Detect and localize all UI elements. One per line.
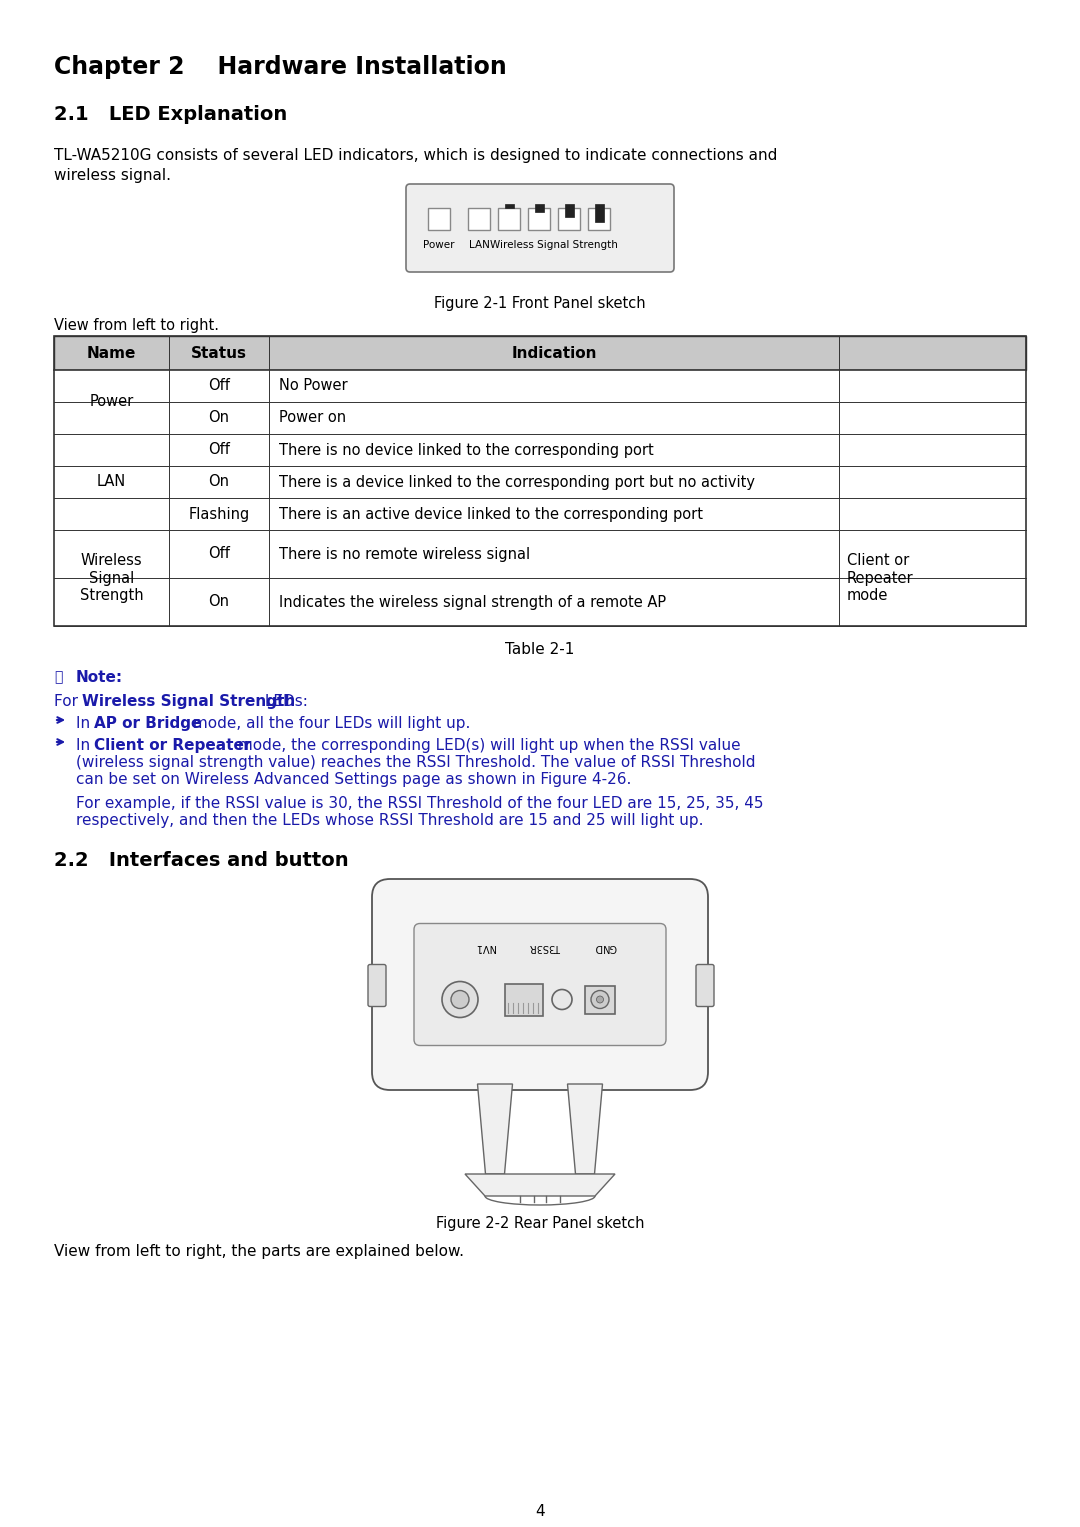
Bar — [588, 208, 610, 231]
Bar — [54, 402, 1026, 434]
Text: In: In — [76, 738, 95, 753]
Text: Wireless Signal Strength: Wireless Signal Strength — [490, 240, 618, 250]
FancyBboxPatch shape — [368, 965, 386, 1006]
Polygon shape — [567, 1084, 603, 1174]
Text: On: On — [208, 475, 229, 490]
Circle shape — [596, 996, 604, 1003]
Text: There is a device linked to the corresponding port but no activity: There is a device linked to the correspo… — [279, 475, 755, 490]
Text: Power: Power — [90, 394, 134, 409]
Bar — [54, 466, 1026, 498]
Text: Chapter 2    Hardware Installation: Chapter 2 Hardware Installation — [54, 55, 507, 79]
Bar — [54, 530, 1026, 579]
Bar — [528, 208, 550, 231]
Bar — [595, 205, 604, 221]
Text: For: For — [54, 693, 83, 709]
Text: Status: Status — [191, 345, 247, 360]
Bar — [54, 336, 1026, 370]
Text: Wireless
Signal
Strength: Wireless Signal Strength — [80, 553, 144, 603]
Text: Figure 2-1 Front Panel sketch: Figure 2-1 Front Panel sketch — [434, 296, 646, 312]
Text: AP or Bridge: AP or Bridge — [94, 716, 201, 731]
Bar — [535, 205, 544, 212]
Bar — [54, 434, 1026, 466]
Bar — [54, 336, 1026, 626]
Text: LAN: LAN — [469, 240, 489, 250]
Text: T3S3R: T3S3R — [529, 942, 561, 953]
Bar — [468, 208, 490, 231]
Polygon shape — [477, 1084, 513, 1174]
Text: Flashing: Flashing — [188, 507, 249, 522]
Text: GND: GND — [594, 942, 617, 953]
Circle shape — [591, 991, 609, 1008]
Text: mode, all the four LEDs will light up.: mode, all the four LEDs will light up. — [188, 716, 471, 731]
Bar — [585, 985, 615, 1014]
Bar — [565, 205, 573, 217]
Text: Note:: Note: — [76, 670, 123, 686]
Text: 2.2   Interfaces and button: 2.2 Interfaces and button — [54, 851, 349, 870]
Text: Power on: Power on — [279, 411, 346, 426]
FancyBboxPatch shape — [372, 880, 708, 1090]
Text: For example, if the RSSI value is 30, the RSSI Threshold of the four LED are 15,: For example, if the RSSI value is 30, th… — [76, 796, 764, 811]
Bar — [498, 208, 519, 231]
Text: can be set on Wireless Advanced Settings page as shown in Figure 4-26.: can be set on Wireless Advanced Settings… — [76, 773, 632, 786]
Bar — [54, 498, 1026, 530]
Text: There is no device linked to the corresponding port: There is no device linked to the corresp… — [279, 443, 653, 458]
Text: wireless signal.: wireless signal. — [54, 168, 171, 183]
Text: On: On — [208, 594, 229, 609]
Bar — [54, 579, 1026, 626]
Text: respectively, and then the LEDs whose RSSI Threshold are 15 and 25 will light up: respectively, and then the LEDs whose RS… — [76, 812, 703, 828]
Circle shape — [451, 991, 469, 1008]
Text: Table 2-1: Table 2-1 — [505, 641, 575, 657]
FancyBboxPatch shape — [696, 965, 714, 1006]
Text: Indicates the wireless signal strength of a remote AP: Indicates the wireless signal strength o… — [279, 594, 666, 609]
FancyBboxPatch shape — [414, 924, 666, 1046]
Text: Client or Repeater: Client or Repeater — [94, 738, 252, 753]
Text: 📞: 📞 — [54, 670, 63, 684]
Bar — [505, 205, 514, 208]
Bar — [54, 370, 1026, 402]
Polygon shape — [465, 1174, 615, 1196]
Text: 2.1   LED Explanation: 2.1 LED Explanation — [54, 105, 287, 124]
Text: No Power: No Power — [279, 379, 348, 394]
Text: There is an active device linked to the corresponding port: There is an active device linked to the … — [279, 507, 703, 522]
Text: In: In — [76, 716, 95, 731]
Text: View from left to right.: View from left to right. — [54, 318, 219, 333]
Text: 4: 4 — [536, 1504, 544, 1519]
Text: Off: Off — [208, 547, 230, 562]
Text: Power: Power — [423, 240, 455, 250]
Text: mode, the corresponding LED(s) will light up when the RSSI value: mode, the corresponding LED(s) will ligh… — [233, 738, 741, 753]
Text: View from left to right, the parts are explained below.: View from left to right, the parts are e… — [54, 1245, 464, 1258]
Text: Figure 2-2 Rear Panel sketch: Figure 2-2 Rear Panel sketch — [435, 1215, 645, 1231]
Bar — [505, 983, 543, 1015]
Text: NV1: NV1 — [475, 942, 495, 953]
Text: (wireless signal strength value) reaches the RSSI Threshold. The value of RSSI T: (wireless signal strength value) reaches… — [76, 754, 756, 770]
Text: On: On — [208, 411, 229, 426]
Circle shape — [442, 982, 478, 1017]
Text: Indication: Indication — [511, 345, 597, 360]
FancyBboxPatch shape — [406, 183, 674, 272]
Text: TL-WA5210G consists of several LED indicators, which is designed to indicate con: TL-WA5210G consists of several LED indic… — [54, 148, 778, 163]
Bar — [428, 208, 450, 231]
Text: Wireless Signal Strength: Wireless Signal Strength — [82, 693, 295, 709]
Text: Off: Off — [208, 379, 230, 394]
Text: Client or
Repeater
mode: Client or Repeater mode — [847, 553, 914, 603]
Text: There is no remote wireless signal: There is no remote wireless signal — [279, 547, 530, 562]
Text: LAN: LAN — [97, 475, 126, 490]
Text: LEDs:: LEDs: — [260, 693, 308, 709]
Circle shape — [552, 989, 572, 1009]
Bar — [558, 208, 580, 231]
Text: Off: Off — [208, 443, 230, 458]
Text: Name: Name — [86, 345, 136, 360]
